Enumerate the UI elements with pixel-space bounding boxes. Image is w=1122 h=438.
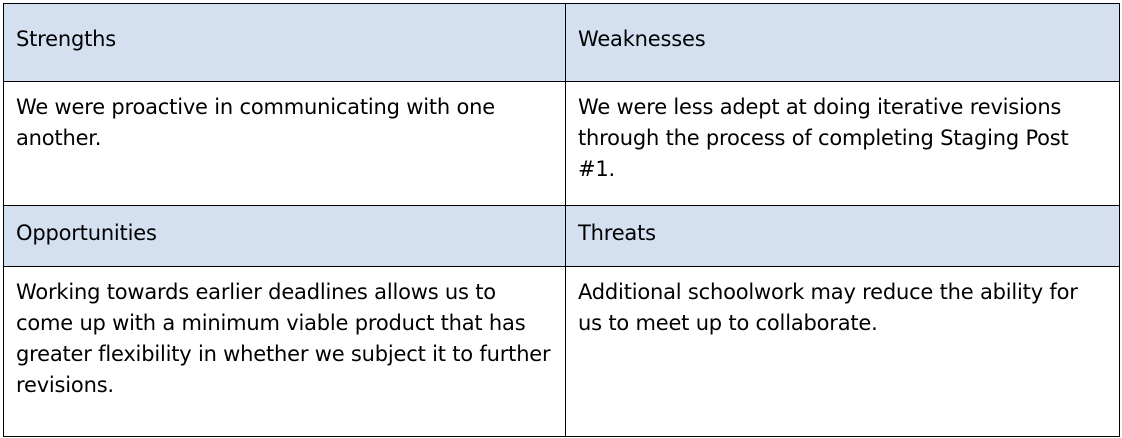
opportunities-text: Working towards earlier deadlines allows… [3,266,566,437]
header-row-strengths-weaknesses: Strengths Weaknesses [3,3,1120,82]
threats-heading: Threats [565,205,1120,267]
content-row-strengths-weaknesses: We were proactive in communicating with … [3,81,1120,206]
content-row-opportunities-threats: Working towards earlier deadlines allows… [3,266,1120,437]
strengths-heading: Strengths [3,3,566,82]
opportunities-heading: Opportunities [3,205,566,267]
weaknesses-text: We were less adept at doing iterative re… [565,81,1120,206]
swot-table: Strengths Weaknesses We were proactive i… [3,3,1120,437]
header-row-opportunities-threats: Opportunities Threats [3,205,1120,267]
weaknesses-heading: Weaknesses [565,3,1120,82]
strengths-text: We were proactive in communicating with … [3,81,566,206]
threats-text: Additional schoolwork may reduce the abi… [565,266,1120,437]
